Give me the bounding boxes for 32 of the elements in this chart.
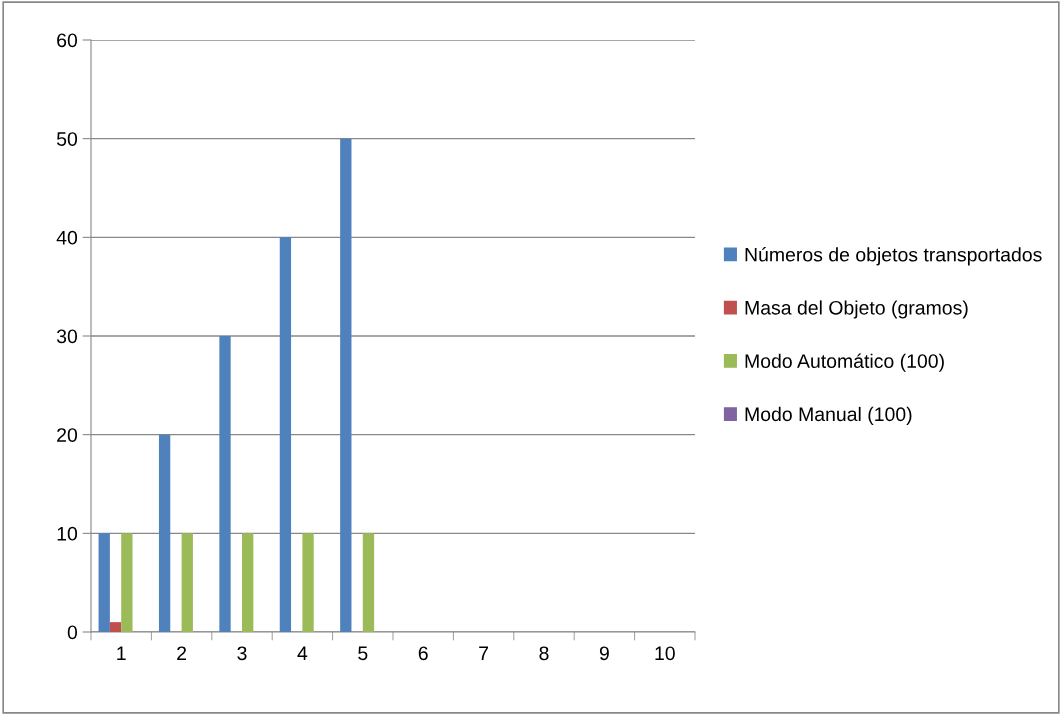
x-tick-label: 8: [539, 646, 549, 661]
legend-label: Masa del Objeto (gramos): [745, 300, 968, 319]
bar: [181, 533, 193, 632]
y-tick-label: 60: [57, 33, 78, 48]
bar: [362, 533, 375, 632]
bar: [121, 533, 133, 632]
legend-label: Modo Automático (100): [745, 353, 944, 372]
x-tick-label: 4: [297, 646, 308, 660]
y-tick-label: 10: [57, 526, 78, 541]
x-tick-label: 3: [237, 646, 247, 661]
x-tick-label: 2: [177, 646, 187, 660]
bar: [158, 434, 171, 632]
bar: [109, 622, 122, 632]
bar: [98, 533, 110, 632]
bar: [340, 138, 352, 632]
y-tick-label: 0: [67, 625, 78, 640]
x-tick-label: 6: [418, 646, 428, 661]
x-tick-label: 1: [117, 646, 126, 660]
y-tick-label: 50: [56, 132, 78, 146]
x-tick-label: 5: [358, 646, 368, 661]
bar: [219, 336, 231, 632]
x-tick-label: 7: [479, 646, 489, 660]
legend-label: Números de objetos transportados: [745, 247, 1042, 266]
x-tick-label: 10: [655, 646, 675, 661]
y-tick-label: 20: [57, 428, 78, 442]
legend-label: Modo Manual (100): [745, 406, 912, 425]
bar: [242, 533, 254, 632]
y-tick-label: 40: [56, 230, 78, 245]
x-tick-label: 9: [599, 646, 609, 661]
bar: [302, 533, 314, 632]
bar: [279, 237, 292, 632]
y-tick-label: 30: [56, 329, 78, 344]
